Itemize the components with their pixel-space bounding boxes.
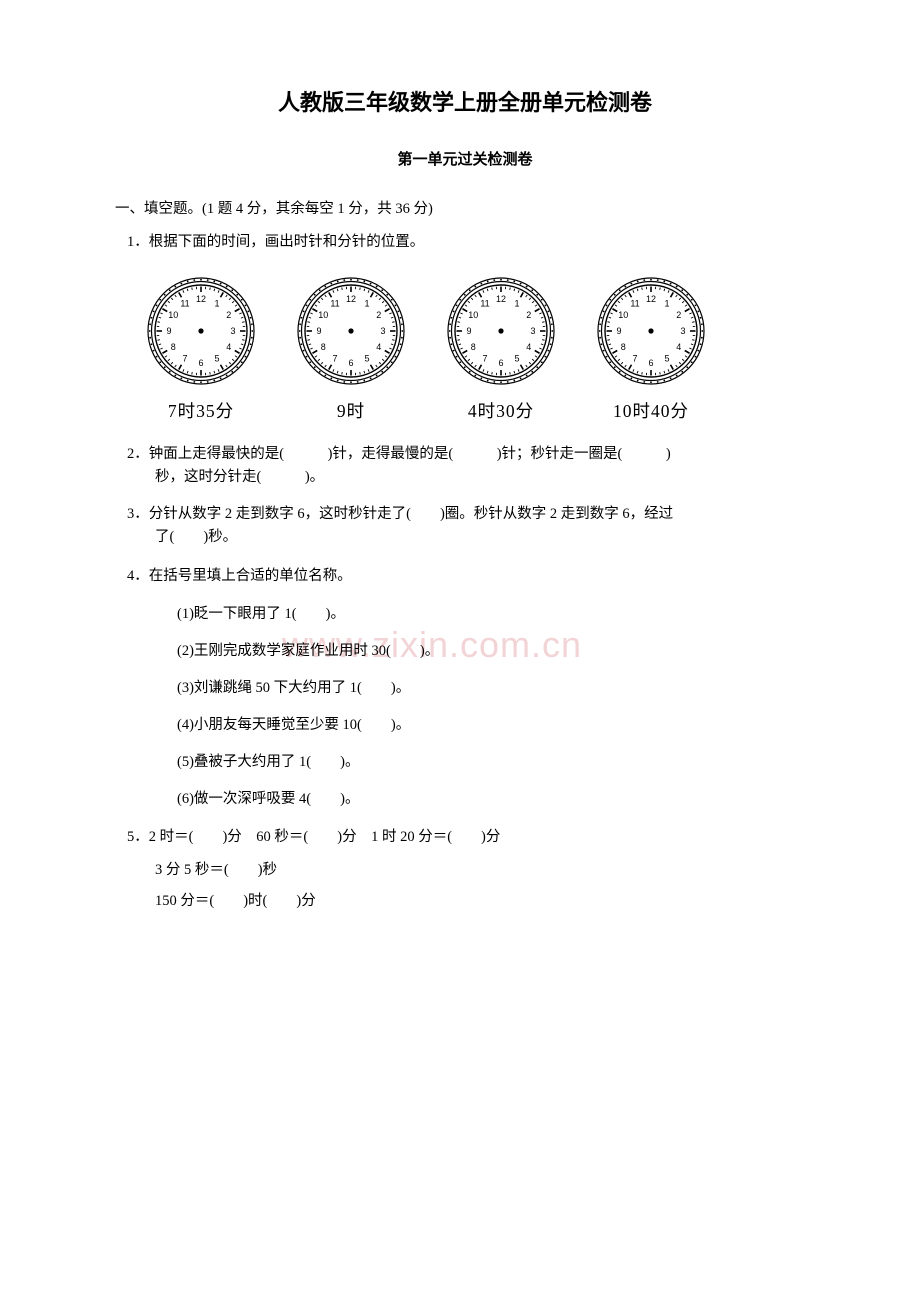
- svg-text:5: 5: [664, 353, 669, 363]
- svg-text:2: 2: [526, 310, 531, 320]
- question-5-line3: 150 分＝( )时( )分: [155, 890, 815, 913]
- svg-text:9: 9: [616, 326, 621, 336]
- svg-text:8: 8: [171, 342, 176, 352]
- question-4-2: (2)王刚完成数学家庭作业用时 30( )。: [177, 640, 815, 663]
- svg-text:4: 4: [226, 342, 231, 352]
- svg-text:4: 4: [526, 342, 531, 352]
- question-3-line1: 3．分针从数字 2 走到数字 6，这时秒针走了( )圈。秒针从数字 2 走到数字…: [127, 503, 815, 526]
- svg-text:3: 3: [380, 326, 385, 336]
- svg-text:6: 6: [198, 358, 203, 368]
- svg-text:10: 10: [618, 310, 628, 320]
- svg-text:12: 12: [346, 294, 356, 304]
- svg-text:11: 11: [330, 298, 339, 308]
- svg-text:4: 4: [376, 342, 381, 352]
- svg-text:7: 7: [482, 353, 487, 363]
- question-2-line2: 秒，这时分针走( )。: [155, 466, 815, 489]
- question-4: 4．在括号里填上合适的单位名称。: [127, 565, 815, 588]
- clock-1-label: 7时35分: [168, 397, 234, 425]
- question-1: 1．根据下面的时间，画出时针和分针的位置。: [127, 231, 815, 254]
- svg-text:6: 6: [648, 358, 653, 368]
- main-title: 人教版三年级数学上册全册单元检测卷: [115, 85, 815, 120]
- question-4-3: (3)刘谦跳绳 50 下大约用了 1( )。: [177, 677, 815, 700]
- clock-face-icon: 123456789101112: [145, 275, 257, 387]
- svg-text:2: 2: [376, 310, 381, 320]
- clock-row: 123456789101112 7时35分 123456789101112 9时…: [145, 275, 815, 425]
- question-4-6: (6)做一次深呼吸要 4( )。: [177, 788, 815, 811]
- question-3-line2: 了( )秒。: [155, 526, 815, 549]
- svg-text:1: 1: [364, 298, 369, 308]
- svg-text:6: 6: [498, 358, 503, 368]
- svg-text:1: 1: [664, 298, 669, 308]
- svg-text:5: 5: [514, 353, 519, 363]
- clock-face-icon: 123456789101112: [445, 275, 557, 387]
- svg-text:2: 2: [676, 310, 681, 320]
- question-4-1: (1)眨一下眼用了 1( )。: [177, 603, 815, 626]
- svg-text:9: 9: [466, 326, 471, 336]
- clock-2: 123456789101112 9时: [295, 275, 407, 425]
- svg-text:10: 10: [318, 310, 328, 320]
- svg-text:5: 5: [364, 353, 369, 363]
- svg-text:7: 7: [182, 353, 187, 363]
- clock-1: 123456789101112 7时35分: [145, 275, 257, 425]
- svg-text:8: 8: [471, 342, 476, 352]
- question-5-line2: 3 分 5 秒＝( )秒: [155, 859, 815, 882]
- svg-text:9: 9: [166, 326, 171, 336]
- svg-text:5: 5: [214, 353, 219, 363]
- svg-text:4: 4: [676, 342, 681, 352]
- svg-text:3: 3: [530, 326, 535, 336]
- clock-4: 123456789101112 10时40分: [595, 275, 707, 425]
- svg-text:12: 12: [646, 294, 656, 304]
- svg-text:2: 2: [226, 310, 231, 320]
- svg-text:7: 7: [632, 353, 637, 363]
- clock-face-icon: 123456789101112: [295, 275, 407, 387]
- clock-2-label: 9时: [337, 397, 365, 425]
- svg-text:9: 9: [316, 326, 321, 336]
- svg-text:12: 12: [496, 294, 506, 304]
- svg-text:10: 10: [468, 310, 478, 320]
- clock-face-icon: 123456789101112: [595, 275, 707, 387]
- question-4-4: (4)小朋友每天睡觉至少要 10( )。: [177, 714, 815, 737]
- svg-text:8: 8: [321, 342, 326, 352]
- question-2-line1: 2．钟面上走得最快的是( )针，走得最慢的是( )针；秒针走一圈是( ): [127, 443, 815, 466]
- svg-text:3: 3: [230, 326, 235, 336]
- svg-text:1: 1: [214, 298, 219, 308]
- question-4-5: (5)叠被子大约用了 1( )。: [177, 751, 815, 774]
- svg-text:11: 11: [480, 298, 489, 308]
- svg-text:6: 6: [348, 358, 353, 368]
- clock-3-label: 4时30分: [468, 397, 534, 425]
- question-5-line1: 5．2 时＝( )分 60 秒＝( )分 1 时 20 分＝( )分: [127, 826, 815, 849]
- svg-text:12: 12: [196, 294, 206, 304]
- svg-text:10: 10: [168, 310, 178, 320]
- svg-text:11: 11: [180, 298, 189, 308]
- svg-text:1: 1: [514, 298, 519, 308]
- section-1-header: 一、填空题。(1 题 4 分，其余每空 1 分，共 36 分): [115, 198, 815, 221]
- sub-title: 第一单元过关检测卷: [115, 148, 815, 172]
- clock-3: 123456789101112 4时30分: [445, 275, 557, 425]
- svg-text:8: 8: [621, 342, 626, 352]
- svg-text:3: 3: [680, 326, 685, 336]
- clock-4-label: 10时40分: [613, 397, 689, 425]
- svg-text:7: 7: [332, 353, 337, 363]
- svg-text:11: 11: [630, 298, 639, 308]
